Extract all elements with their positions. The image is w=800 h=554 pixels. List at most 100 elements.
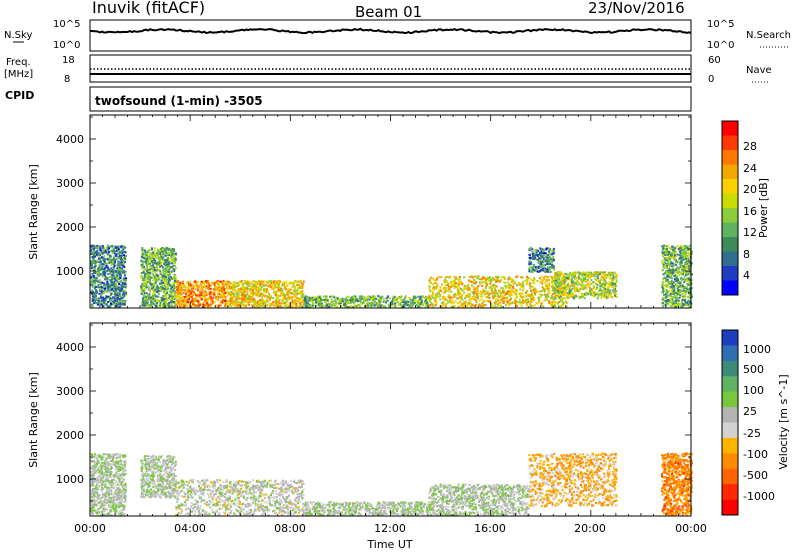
scatter-cell [152,273,155,276]
scatter-cell [172,248,175,251]
scatter-cell [580,288,583,290]
scatter-cell [581,281,584,284]
scatter-cell [105,264,108,267]
scatter-cell [345,305,348,308]
scatter-cell [122,262,125,265]
scatter-cell [444,291,447,294]
scatter-cell [97,246,100,249]
scatter-cell [145,292,148,295]
scatter-cell [288,297,291,300]
scatter-cell [431,277,434,280]
scatter-cell [681,300,683,303]
scatter-cell [118,264,121,267]
scatter-cell [199,291,202,294]
scatter-cell [599,285,602,288]
scatter-cell [491,279,494,282]
scatter-cell [534,266,537,268]
scatter-cell [289,291,292,294]
scatter-cell [152,299,155,302]
scatter-cell [144,251,147,254]
scatter-cell [215,304,218,307]
scatter-cell [276,290,279,293]
scatter-cell [240,303,243,306]
scatter-cell [106,286,109,289]
scatter-cell [121,254,123,257]
scatter-cell [91,279,94,282]
scatter-cell [221,301,224,304]
scatter-cell [275,283,278,286]
scatter-cell [361,301,364,304]
scatter-cell [236,306,239,308]
scatter-cell [163,291,166,294]
scatter-cell [148,275,151,278]
scatter-cell [350,305,352,308]
scatter-cell [186,305,189,308]
scatter-cell [564,300,567,303]
scatter-cell [142,281,145,284]
scatter-cell [459,300,462,303]
scatter-cell [351,299,354,302]
scatter-cell [167,287,170,290]
scatter-cell [162,295,165,298]
scatter-cell [205,294,208,297]
scatter-cell [157,274,160,277]
scatter-cell [178,299,181,302]
scatter-cell [101,275,104,278]
scatter-cell [454,276,457,279]
scatter-cell [451,300,454,303]
scatter-cell [531,300,534,303]
scatter-cell [112,248,115,250]
scatter-cell [338,302,341,305]
scatter-cell [103,260,106,263]
scatter-cell [518,301,521,303]
scatter-cell [150,247,153,250]
scatter-cell [486,290,489,293]
scatter-cell [235,283,238,286]
scatter-cell [173,302,176,305]
scatter-cell [280,289,283,292]
scatter-cell [531,297,533,300]
scatter-cell [458,282,461,285]
scatter-cell [166,260,169,263]
scatter-cell [549,263,552,266]
scatter-cell [596,297,599,300]
scatter-cell [106,281,109,284]
scatter-cell [595,275,598,278]
scatter-cell [168,271,170,273]
scatter-cell [181,292,184,295]
scatter-cell [170,256,173,259]
scatter-cell [686,255,688,257]
scatter-cell [581,293,584,296]
scatter-cell [119,274,122,276]
scatter-cell [364,299,367,302]
scatter-cell [109,257,111,260]
scatter-cell [100,293,103,296]
scatter-cell [225,304,228,307]
scatter-cell [378,303,381,306]
scatter-cell [100,250,103,253]
scatter-cell [494,295,497,297]
scatter-cell [199,303,202,306]
scatter-cell [547,250,550,253]
scatter-cell [528,260,531,263]
scatter-cell [93,265,96,268]
scatter-cell [429,286,431,289]
scatter-cell [253,298,256,301]
scatter-cell [602,286,605,289]
scatter-cell [94,268,97,271]
scatter-cell [484,287,487,289]
scatter-cell [480,281,482,284]
scatter-cell [165,248,168,251]
scatter-cell [122,302,125,305]
scatter-cell [540,255,543,258]
scatter-cell [149,267,152,270]
scatter-cell [321,305,323,308]
scatter-cell [610,285,613,288]
scatter-cell [141,265,143,268]
scatter-cell [494,303,497,306]
scatter-cell [166,252,169,255]
scatter-cell [91,256,94,258]
scatter-cell [147,260,149,263]
scatter-cell [614,294,616,297]
